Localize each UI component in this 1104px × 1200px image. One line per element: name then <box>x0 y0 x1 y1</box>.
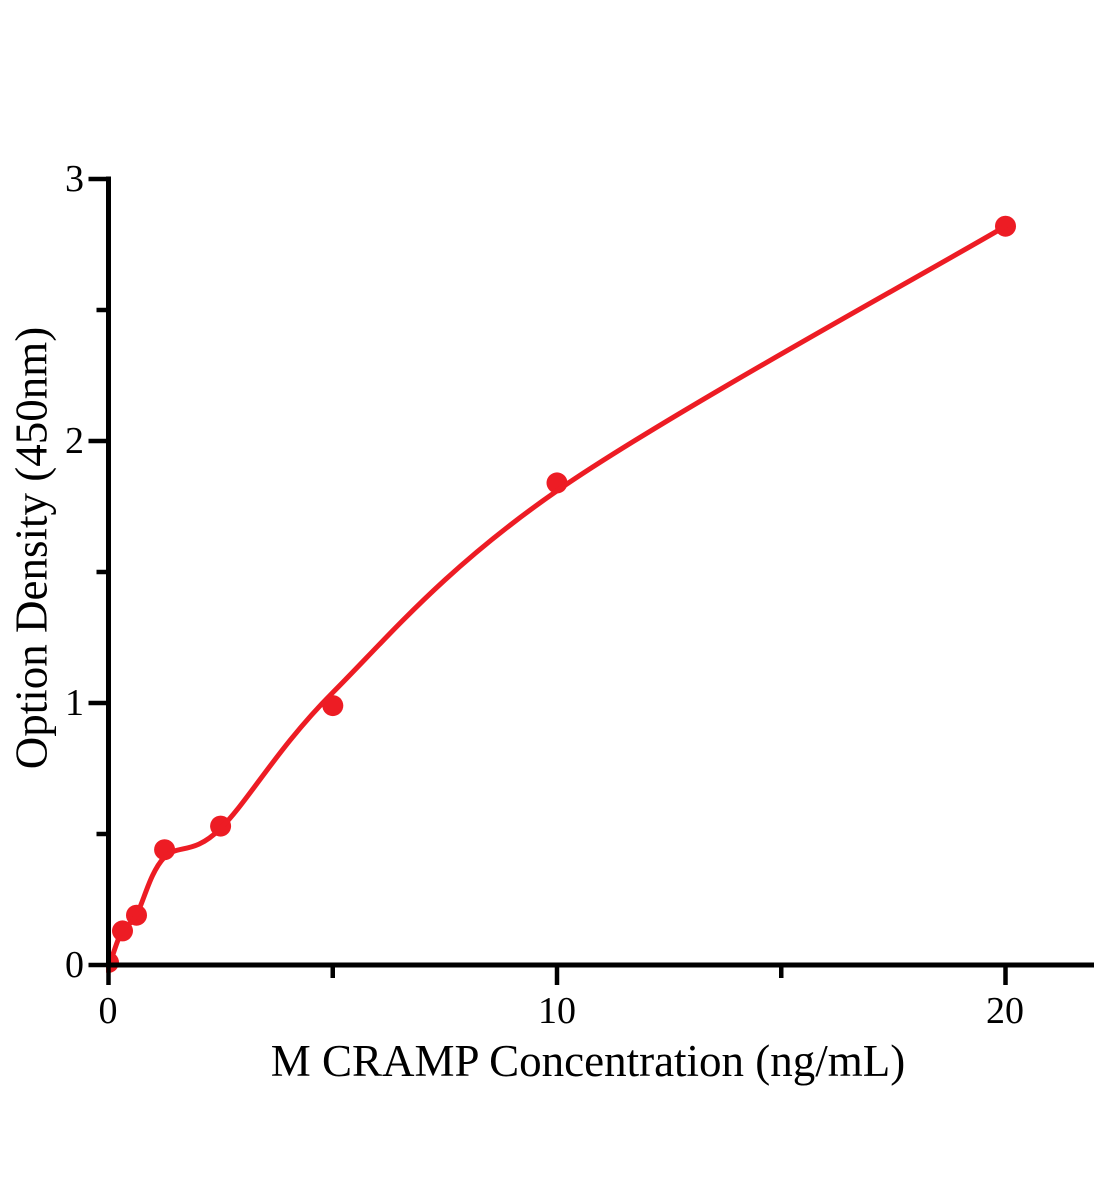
y-tick-label-2: 2 <box>65 420 84 462</box>
y-tick-label-0: 0 <box>65 944 84 986</box>
data-layer <box>106 215 1016 973</box>
x-tick-label-10: 10 <box>538 990 576 1032</box>
x-tick-label-0: 0 <box>98 990 118 1032</box>
y-tick-label-3: 3 <box>65 158 84 200</box>
y-tick-label-1: 1 <box>65 682 84 724</box>
x-axis-title: M CRAMP Concentration (ng/mL) <box>270 1036 906 1086</box>
y-axis-title: Option Density (450nm) <box>6 326 57 770</box>
x-tick-label-20: 20 <box>986 990 1024 1032</box>
fitted-curve-line <box>107 223 1008 967</box>
